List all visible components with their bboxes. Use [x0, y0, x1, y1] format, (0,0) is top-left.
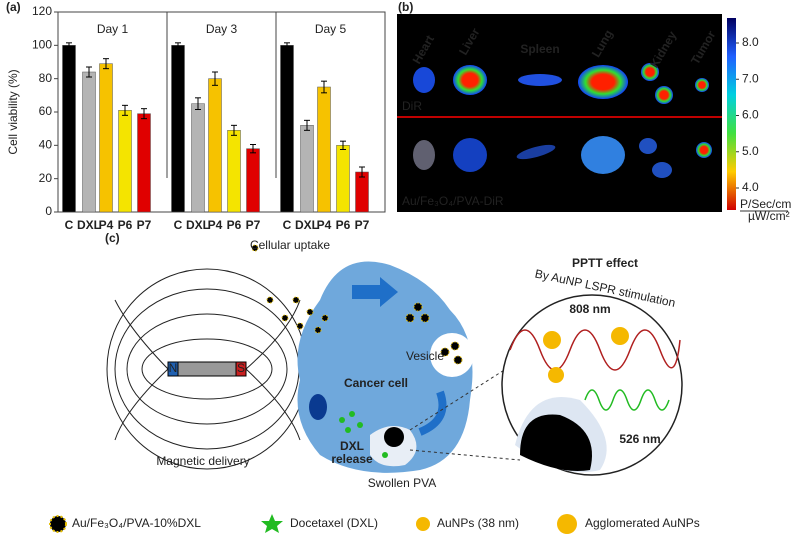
panel-label: (c): [105, 231, 120, 245]
x-tick-label: P7: [137, 218, 152, 232]
panel-label: (b): [398, 0, 413, 14]
bar: [191, 103, 205, 213]
y-tick-label: 80: [39, 71, 53, 85]
bar: [246, 148, 260, 213]
pole-label: N: [169, 361, 178, 375]
bar: [137, 113, 151, 213]
nucleus: [309, 394, 327, 420]
panel-title: Day 1: [97, 22, 129, 36]
x-tick-label: P6: [336, 218, 351, 232]
bar: [227, 130, 241, 213]
bar: [300, 125, 314, 213]
x-tick-label: C: [174, 218, 183, 232]
magnet: [177, 361, 237, 377]
bar: [317, 86, 331, 213]
nanoparticle: [384, 427, 404, 447]
y-tick-label: 120: [32, 4, 52, 18]
legend-label: Docetaxel (DXL): [290, 516, 378, 530]
x-tick-label: DXL: [295, 218, 319, 232]
legend-symbol: [416, 517, 430, 531]
label: Swollen PVA: [368, 476, 436, 490]
panel-title: Day 3: [206, 22, 238, 36]
bar: [208, 78, 222, 213]
colorbar-unit: P/Sec/cm²/Sr: [740, 197, 791, 211]
label: release: [331, 452, 373, 466]
x-tick-label: P7: [355, 218, 370, 232]
colorbar-tick-label: 5.0: [742, 144, 759, 158]
bar: [99, 63, 113, 213]
label: Magnetic delivery: [156, 454, 249, 468]
zoom-line: [409, 449, 521, 461]
x-tick-label: P4: [317, 218, 332, 232]
legend-label: AuNPs (38 nm): [437, 516, 519, 530]
uptake-arrow: [352, 277, 398, 307]
y-tick-label: 40: [39, 138, 53, 152]
x-tick-label: DXL: [186, 218, 210, 232]
panel-label: (a): [6, 0, 21, 14]
bar: [336, 145, 350, 213]
bar: [355, 171, 369, 213]
legend-label: Au/Fe₃O₄/PVA-10%DXL: [72, 516, 201, 530]
row-label: DiR: [402, 99, 422, 113]
y-tick-label: 100: [32, 38, 52, 52]
panel-title: Day 5: [315, 22, 347, 36]
y-axis-label: Cell viability (%): [6, 69, 20, 154]
label: Vesicle: [406, 349, 444, 363]
core: [520, 414, 592, 471]
label: Cancer cell: [344, 376, 408, 390]
bar: [82, 71, 96, 213]
zoom-line: [409, 359, 521, 431]
imaging-panel: [397, 14, 722, 212]
x-tick-label: P6: [118, 218, 133, 232]
colorbar-tick-label: 7.0: [742, 71, 759, 85]
vesicle: [430, 333, 474, 377]
legend-symbol: [49, 515, 67, 533]
legend-symbol: [557, 514, 577, 534]
pptt-title: PPTT effect: [572, 256, 638, 270]
colorbar-unit: µW/cm²: [748, 209, 790, 223]
x-tick-label: DXL: [77, 218, 101, 232]
legend-symbol: [261, 514, 283, 533]
colorbar-tick-label: 8.0: [742, 35, 759, 49]
label: Cellular uptake: [250, 238, 330, 252]
y-tick-label: 20: [39, 171, 53, 185]
row-label: Au/Fe₃O₄/PVA-DiR: [402, 194, 504, 208]
wave-526: [584, 389, 670, 411]
colorbar-tick-label: 6.0: [742, 108, 759, 122]
agglomerates: [543, 327, 629, 383]
wave-label: 526 nm: [619, 432, 660, 446]
magnet-south: [235, 361, 247, 377]
x-tick-label: P4: [208, 218, 223, 232]
bar: [62, 45, 76, 213]
x-tick-label: P7: [246, 218, 261, 232]
x-tick-label: P4: [99, 218, 114, 232]
bar: [280, 45, 294, 213]
x-tick-label: C: [283, 218, 292, 232]
wave-label: 808 nm: [569, 302, 610, 316]
y-tick-label: 60: [39, 104, 53, 118]
wave-808: [509, 329, 681, 371]
docetaxel: [339, 411, 388, 458]
y-tick-label: 0: [45, 204, 52, 218]
release-arrow: [418, 390, 447, 436]
label: DXL: [340, 439, 364, 453]
colorbar-tick-label: 4.0: [742, 180, 759, 194]
x-tick-label: C: [65, 218, 74, 232]
organ-label: Spleen: [520, 42, 559, 56]
organ-signals: [413, 63, 712, 178]
pole-label: S: [237, 361, 245, 375]
bar: [171, 45, 185, 213]
x-tick-label: P6: [227, 218, 242, 232]
bar: [118, 110, 132, 213]
nanoparticles: [251, 244, 463, 365]
legend-label: Agglomerated AuNPs: [585, 516, 700, 530]
colorbar: [727, 18, 736, 210]
